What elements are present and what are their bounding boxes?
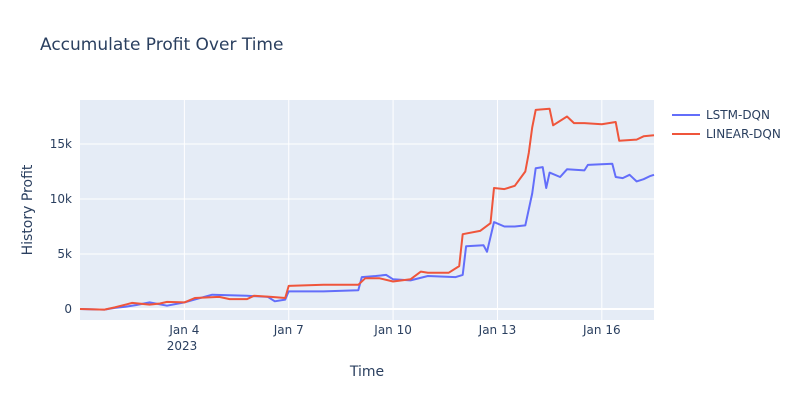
chart-title: Accumulate Profit Over Time xyxy=(40,35,283,55)
x-tick-label: Jan 13 xyxy=(478,323,517,337)
y-tick-label: 15k xyxy=(50,137,72,151)
legend[interactable]: LSTM-DQN LINEAR-DQN xyxy=(672,108,781,141)
legend-label: LSTM-DQN xyxy=(706,108,770,122)
y-tick-label: 10k xyxy=(50,192,72,206)
x-axis-title: Time xyxy=(349,364,384,380)
series-line-linear-dqn xyxy=(79,107,655,311)
series-lines xyxy=(79,107,655,311)
y-axis-title: History Profit xyxy=(20,164,36,255)
x-tick-label: Jan 7 xyxy=(273,323,304,337)
gridlines xyxy=(80,100,654,320)
tick-labels: 0 5k 10k 15k Jan 4 Jan 7 Jan 10 Jan 13 Jan 16 xyxy=(50,137,621,337)
x-tick-label: Jan 4 xyxy=(168,323,199,337)
y-tick-label: 0 xyxy=(64,302,72,316)
x-tick-label: Jan 16 xyxy=(582,323,621,337)
y-tick-label: 5k xyxy=(57,247,72,261)
legend-item-linear-dqn[interactable]: LINEAR-DQN xyxy=(672,127,781,141)
x-tick-label: Jan 10 xyxy=(373,323,412,337)
plot-area xyxy=(80,100,654,320)
x-axis-year-label: 2023 xyxy=(167,339,198,353)
legend-item-lstm-dqn[interactable]: LSTM-DQN xyxy=(672,108,770,122)
legend-label: LINEAR-DQN xyxy=(706,127,781,141)
series-line-lstm-dqn xyxy=(79,162,655,311)
